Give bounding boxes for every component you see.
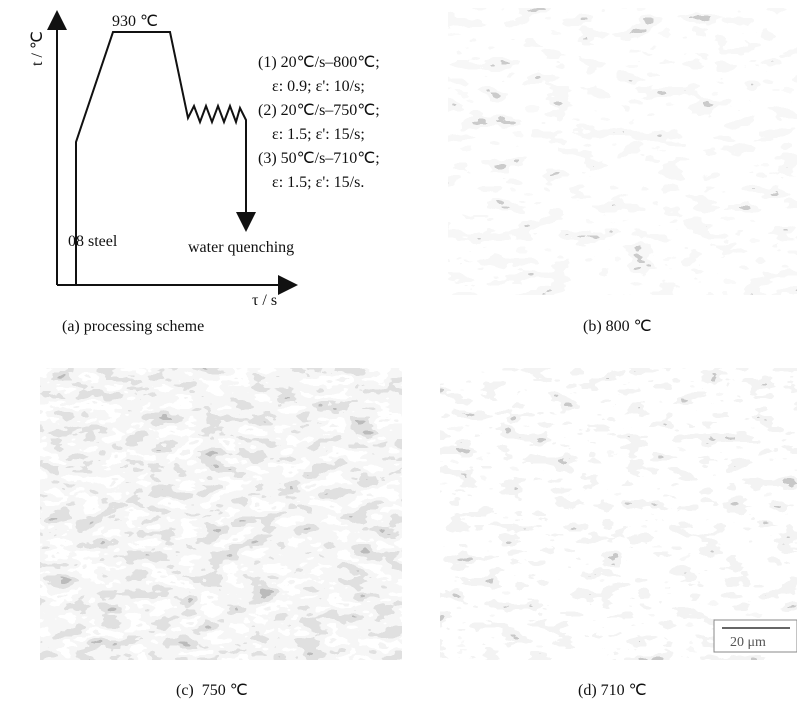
caption: (c) 750 ℃ bbox=[176, 682, 248, 699]
condition: ε: 1.5; ε': 15/s. bbox=[272, 174, 364, 191]
caption: (d) 710 ℃ bbox=[578, 682, 647, 699]
material-label: 08 steel bbox=[68, 233, 118, 250]
temperature-path bbox=[75, 31, 247, 285]
scale-bar-box bbox=[713, 619, 797, 653]
caption: (a) processing scheme bbox=[62, 318, 204, 335]
condition: (2) 20℃/s–750℃; bbox=[258, 102, 380, 119]
scale-bar-label: 20 μm bbox=[730, 635, 766, 650]
condition: ε: 0.9; ε': 10/s; bbox=[272, 78, 365, 95]
condition: ε: 1.5; ε': 15/s; bbox=[272, 126, 365, 143]
x-axis-label: τ / s bbox=[252, 292, 277, 309]
micrograph bbox=[40, 368, 402, 660]
micrograph bbox=[448, 8, 797, 295]
condition: (1) 20℃/s–800℃; bbox=[258, 54, 380, 71]
processing-scheme bbox=[47, 10, 298, 295]
peak-label: 930 ℃ bbox=[112, 13, 158, 30]
quench-label: water quenching bbox=[188, 239, 294, 256]
condition: (3) 50℃/s–710℃; bbox=[258, 150, 380, 167]
y-axis-label: t / ℃ bbox=[29, 31, 46, 66]
micrograph bbox=[440, 368, 797, 660]
caption: (b) 800 ℃ bbox=[583, 318, 652, 335]
